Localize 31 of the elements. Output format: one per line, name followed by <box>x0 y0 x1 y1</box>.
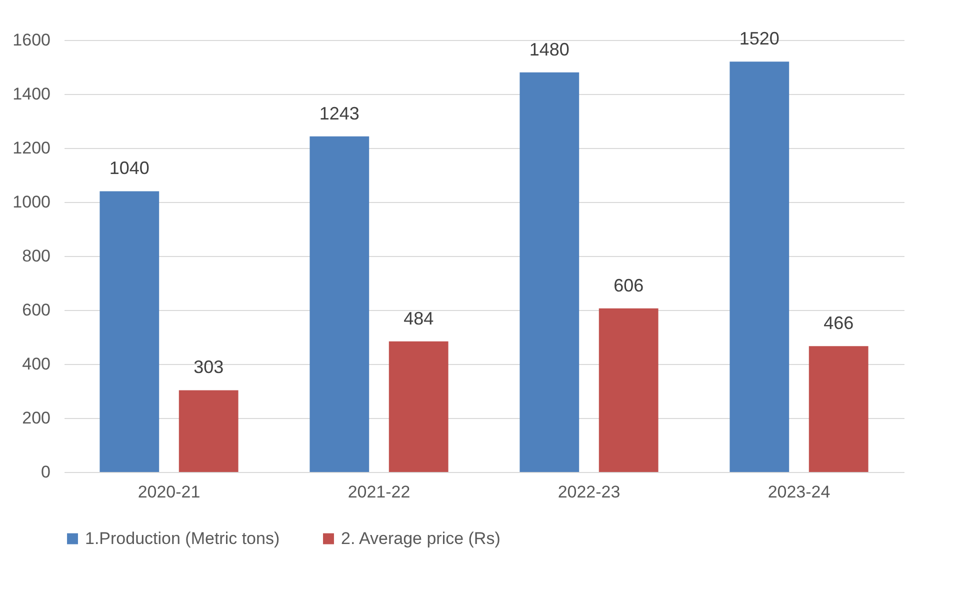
data-label: 606 <box>614 275 644 296</box>
data-label: 303 <box>194 357 224 378</box>
data-label: 1520 <box>739 28 780 49</box>
bar <box>598 308 658 472</box>
x-tick-label: 2020-21 <box>138 482 200 502</box>
legend-label: 1.Production (Metric tons) <box>85 528 280 548</box>
data-label: 466 <box>824 313 854 334</box>
bar <box>100 191 160 472</box>
y-tick-label: 400 <box>22 354 50 374</box>
bar <box>178 390 238 472</box>
legend-label: 2. Average price (Rs) <box>341 528 500 548</box>
bar <box>310 136 370 472</box>
data-label: 1243 <box>319 103 360 124</box>
bar <box>730 62 790 472</box>
bar <box>808 346 868 472</box>
x-tick-label: 2021-22 <box>348 482 410 502</box>
x-tick-label: 2023-24 <box>768 482 830 502</box>
y-tick-label: 200 <box>22 408 50 428</box>
bar <box>388 341 448 472</box>
data-label: 1040 <box>109 158 150 178</box>
y-tick-label: 0 <box>41 462 50 482</box>
x-tick-label: 2022-23 <box>558 482 620 502</box>
y-tick-label: 800 <box>22 246 50 266</box>
data-label: 1480 <box>529 39 570 60</box>
y-tick-label: 600 <box>22 300 50 320</box>
data-label: 484 <box>404 308 434 328</box>
y-tick-label: 1400 <box>12 84 50 104</box>
bar <box>520 72 580 472</box>
y-tick-label: 1600 <box>12 30 50 50</box>
y-tick-label: 1200 <box>12 138 50 158</box>
y-tick-label: 1000 <box>12 192 50 212</box>
